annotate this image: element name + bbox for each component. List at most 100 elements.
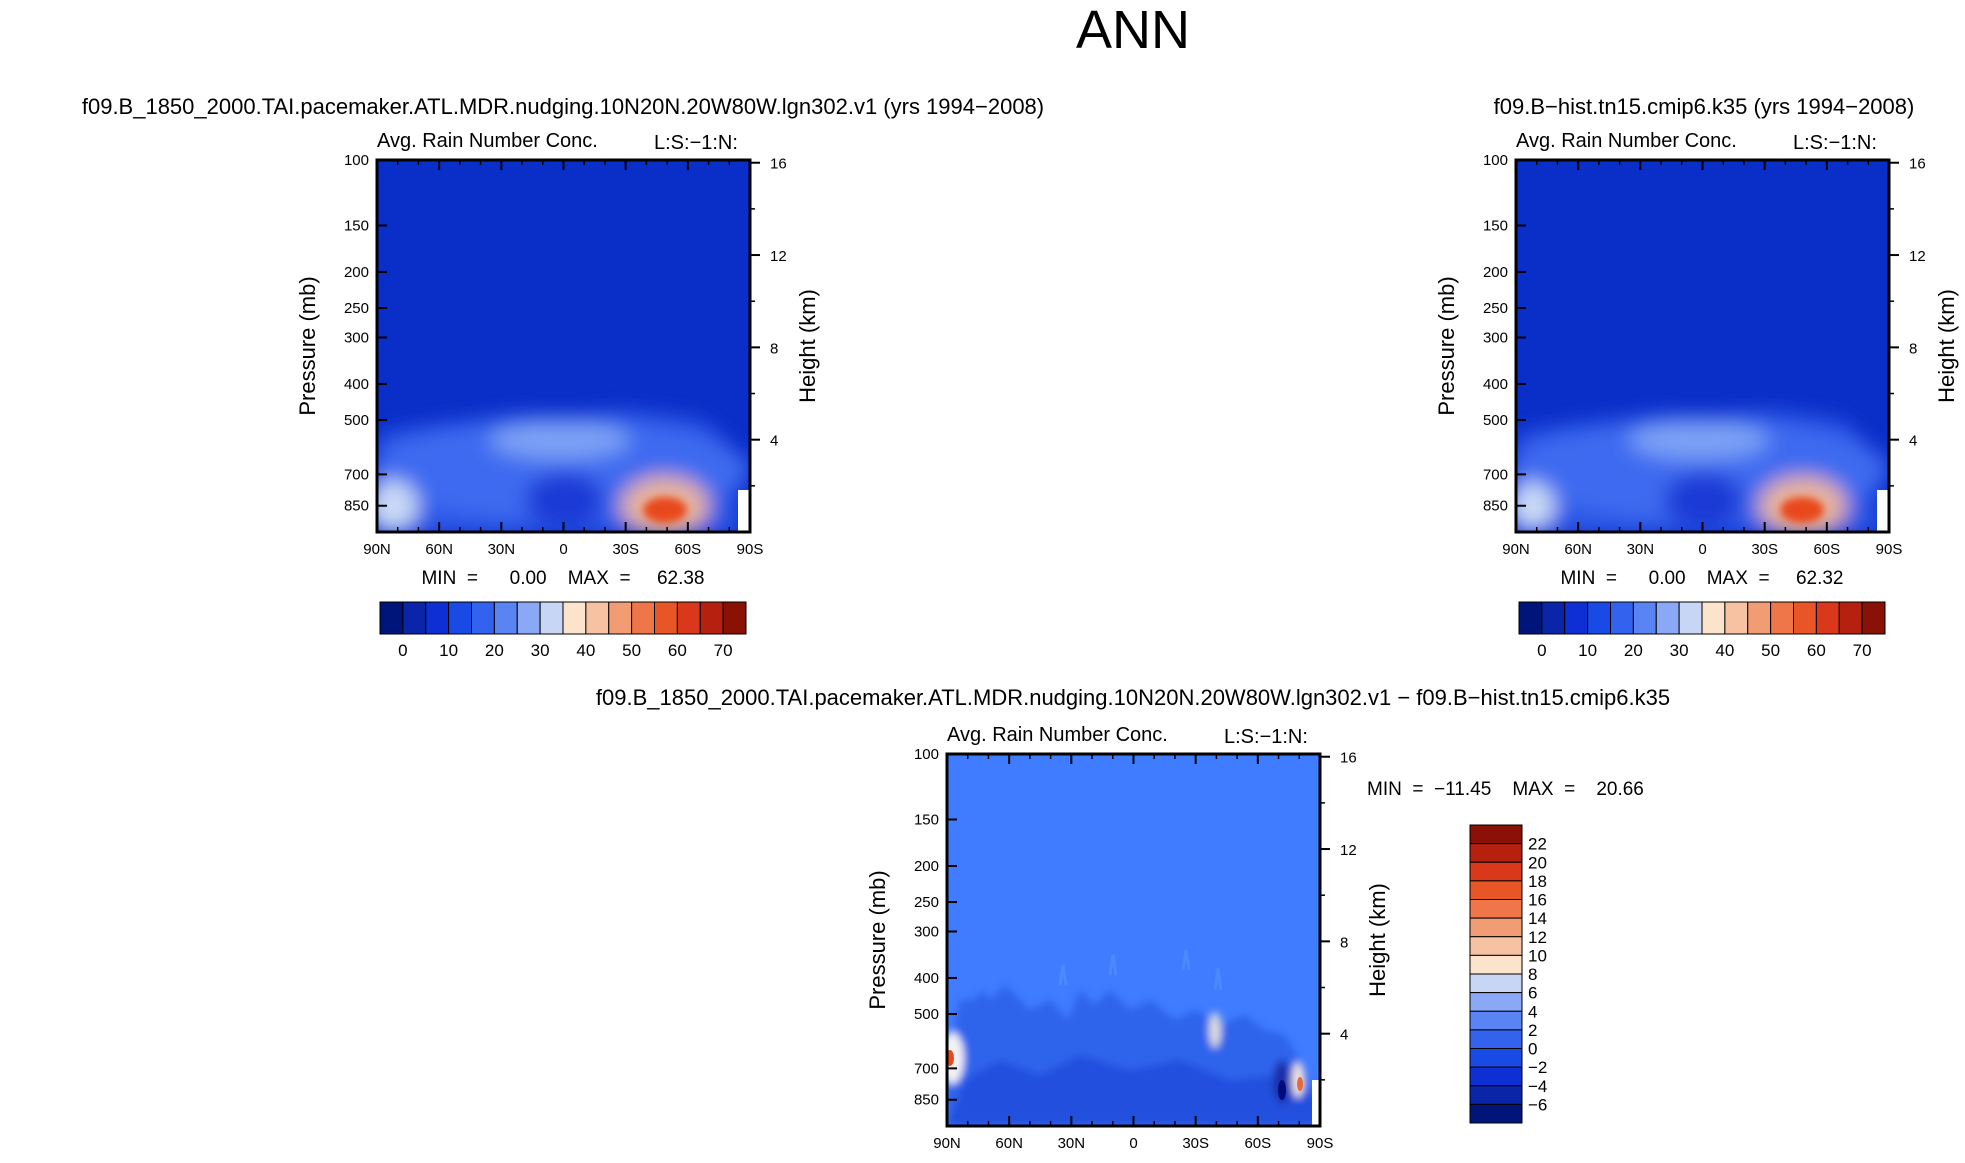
y-tick-label: 300 bbox=[344, 329, 369, 346]
panel-difference: f09.B_1850_2000.TAI.pacemaker.ATL.MDR.nu… bbox=[596, 685, 1670, 1152]
colorbar-label: −2 bbox=[1528, 1058, 1547, 1077]
colorbar-swatch bbox=[493, 601, 518, 635]
colorbar-label: −4 bbox=[1528, 1077, 1547, 1096]
y-tick-label: 400 bbox=[914, 970, 939, 987]
y-axis-label: Pressure (mb) bbox=[865, 870, 890, 1009]
lower-negative-band bbox=[947, 1055, 1320, 1126]
y-ticks: 100 150 200 250 300 400 500 700 850 16 12 8 4 bbox=[914, 746, 1357, 1109]
panel-case-title: f09.B_1850_2000.TAI.pacemaker.ATL.MDR.nu… bbox=[596, 685, 1670, 710]
colorbar-swatch bbox=[471, 601, 495, 635]
colorbar-swatch bbox=[585, 601, 610, 635]
y-tick-label: 200 bbox=[914, 858, 939, 875]
y-tick-label: 700 bbox=[914, 1060, 939, 1077]
colorbar-swatch bbox=[1469, 973, 1523, 994]
y-tick-label: 250 bbox=[344, 300, 369, 317]
y-tick-label: 700 bbox=[344, 466, 369, 483]
colorbar-swatch bbox=[1793, 601, 1817, 635]
colorbar-swatch bbox=[1469, 936, 1523, 956]
height-tick-label: 8 bbox=[1340, 934, 1348, 951]
min-max-stats: MIN = 0.00 MAX = 62.38 bbox=[421, 568, 704, 589]
x-tick-label: 30N bbox=[1058, 1135, 1086, 1152]
colorbar-swatch bbox=[562, 601, 587, 635]
panel-control: f09.B_1850_2000.TAI.pacemaker.ATL.MDR.nu… bbox=[82, 94, 1044, 660]
y-tick-label: 500 bbox=[914, 1006, 939, 1023]
south-positive-anomaly-core bbox=[1297, 1077, 1303, 1091]
y-tick-label: 100 bbox=[1483, 152, 1508, 169]
x-tick-label: 60S bbox=[1244, 1135, 1271, 1152]
x-tick-label: 60S bbox=[1813, 541, 1840, 558]
colorbar-swatch bbox=[539, 601, 564, 635]
colorbar-label: 4 bbox=[1528, 1002, 1537, 1021]
north-surface-blob bbox=[1516, 482, 1555, 530]
y-tick-label: 300 bbox=[914, 923, 939, 940]
colorbar-swatch bbox=[1469, 1029, 1523, 1049]
colorbar-swatch bbox=[722, 601, 747, 635]
x-tick-label: 0 bbox=[1129, 1135, 1137, 1152]
y-tick-label: 400 bbox=[1483, 376, 1508, 393]
panel-variable-title: Avg. Rain Number Conc. bbox=[1516, 130, 1737, 152]
colorbar-swatch bbox=[608, 601, 633, 635]
upper-fringe bbox=[1058, 949, 1223, 991]
topography-mask bbox=[1877, 490, 1889, 532]
colorbar-label: 22 bbox=[1528, 835, 1547, 854]
colorbar-label: 10 bbox=[439, 641, 458, 660]
colorbar-label: 20 bbox=[485, 641, 504, 660]
colorbar-label: 2 bbox=[1528, 1021, 1537, 1040]
x-tick-label: 60S bbox=[674, 541, 701, 558]
north-positive-anomaly-halo bbox=[947, 1032, 964, 1084]
y-tick-label: 250 bbox=[1483, 300, 1508, 317]
y-tick-label: 150 bbox=[914, 812, 939, 829]
colorbar-swatch bbox=[402, 601, 427, 635]
y-tick-label: 200 bbox=[1483, 264, 1508, 281]
colorbar-label: 70 bbox=[1853, 641, 1872, 660]
x-tick-label: 90N bbox=[363, 541, 391, 558]
x-tick-label: 0 bbox=[559, 541, 567, 558]
y-tick-label: 500 bbox=[1483, 412, 1508, 429]
colorbar-swatch bbox=[1770, 601, 1794, 635]
x-tick-label: 30S bbox=[612, 541, 639, 558]
colorbar-swatch bbox=[1632, 601, 1657, 635]
colorbar-label: 8 bbox=[1528, 965, 1537, 984]
colorbar-swatch bbox=[448, 601, 472, 635]
panel-variable-title: Avg. Rain Number Conc. bbox=[947, 724, 1168, 746]
y-tick-label: 100 bbox=[344, 152, 369, 169]
y-ticks: 100 150 200 250 300 400 500 700 850 16 12 8 4 bbox=[1483, 152, 1926, 515]
colorbar-swatch bbox=[1469, 899, 1523, 919]
colorbar-swatch bbox=[1469, 861, 1523, 882]
x-ticks: 90N 60N 30N 0 30S 60S 90S bbox=[363, 160, 763, 558]
y-tick-label: 400 bbox=[344, 376, 369, 393]
colorbar-swatch bbox=[379, 601, 404, 635]
colorbar-swatch bbox=[1701, 601, 1726, 635]
colorbar-label: 6 bbox=[1528, 984, 1537, 1003]
x-tick-label: 30N bbox=[1627, 541, 1655, 558]
south-negative-anomaly-core bbox=[1278, 1080, 1286, 1100]
colorbar-swatch bbox=[1469, 1103, 1523, 1124]
height-tick-label: 8 bbox=[770, 340, 778, 357]
x-tick-label: 90S bbox=[1876, 541, 1903, 558]
min-max-stats: MIN = 0.00 MAX = 62.32 bbox=[1560, 568, 1843, 589]
colorbar-label: 60 bbox=[1807, 641, 1826, 660]
colorbar-label: 40 bbox=[576, 641, 595, 660]
colorbar-swatch bbox=[1815, 601, 1840, 635]
x-tick-label: 30S bbox=[1751, 541, 1778, 558]
colorbar-label: 0 bbox=[1537, 641, 1546, 660]
height-tick-label: 12 bbox=[1909, 248, 1926, 265]
colorbar-swatch bbox=[699, 601, 724, 635]
tropical-upper-blob bbox=[1629, 420, 1769, 460]
colorbar-label: 70 bbox=[714, 641, 733, 660]
x-tick-label: 60N bbox=[1564, 541, 1592, 558]
x-tick-label: 90N bbox=[933, 1135, 961, 1152]
y-ticks: 100 150 200 250 300 400 500 700 850 16 12 8 4 bbox=[344, 152, 787, 515]
contour-field bbox=[377, 160, 750, 532]
colorbar-swatch bbox=[516, 601, 541, 635]
contour-field bbox=[947, 754, 1320, 1126]
colorbar-label: 10 bbox=[1528, 946, 1547, 965]
height-tick-label: 16 bbox=[1909, 156, 1926, 173]
panel-tag: L:S:−1:N: bbox=[1224, 726, 1308, 748]
page-title: ANN bbox=[1076, 0, 1190, 60]
y-axis-label-right: Height (km) bbox=[795, 289, 820, 403]
x-tick-label: 30N bbox=[488, 541, 516, 558]
colorbar-swatch bbox=[1469, 992, 1523, 1012]
y-tick-label: 250 bbox=[914, 894, 939, 911]
height-tick-label: 4 bbox=[1909, 433, 1917, 450]
